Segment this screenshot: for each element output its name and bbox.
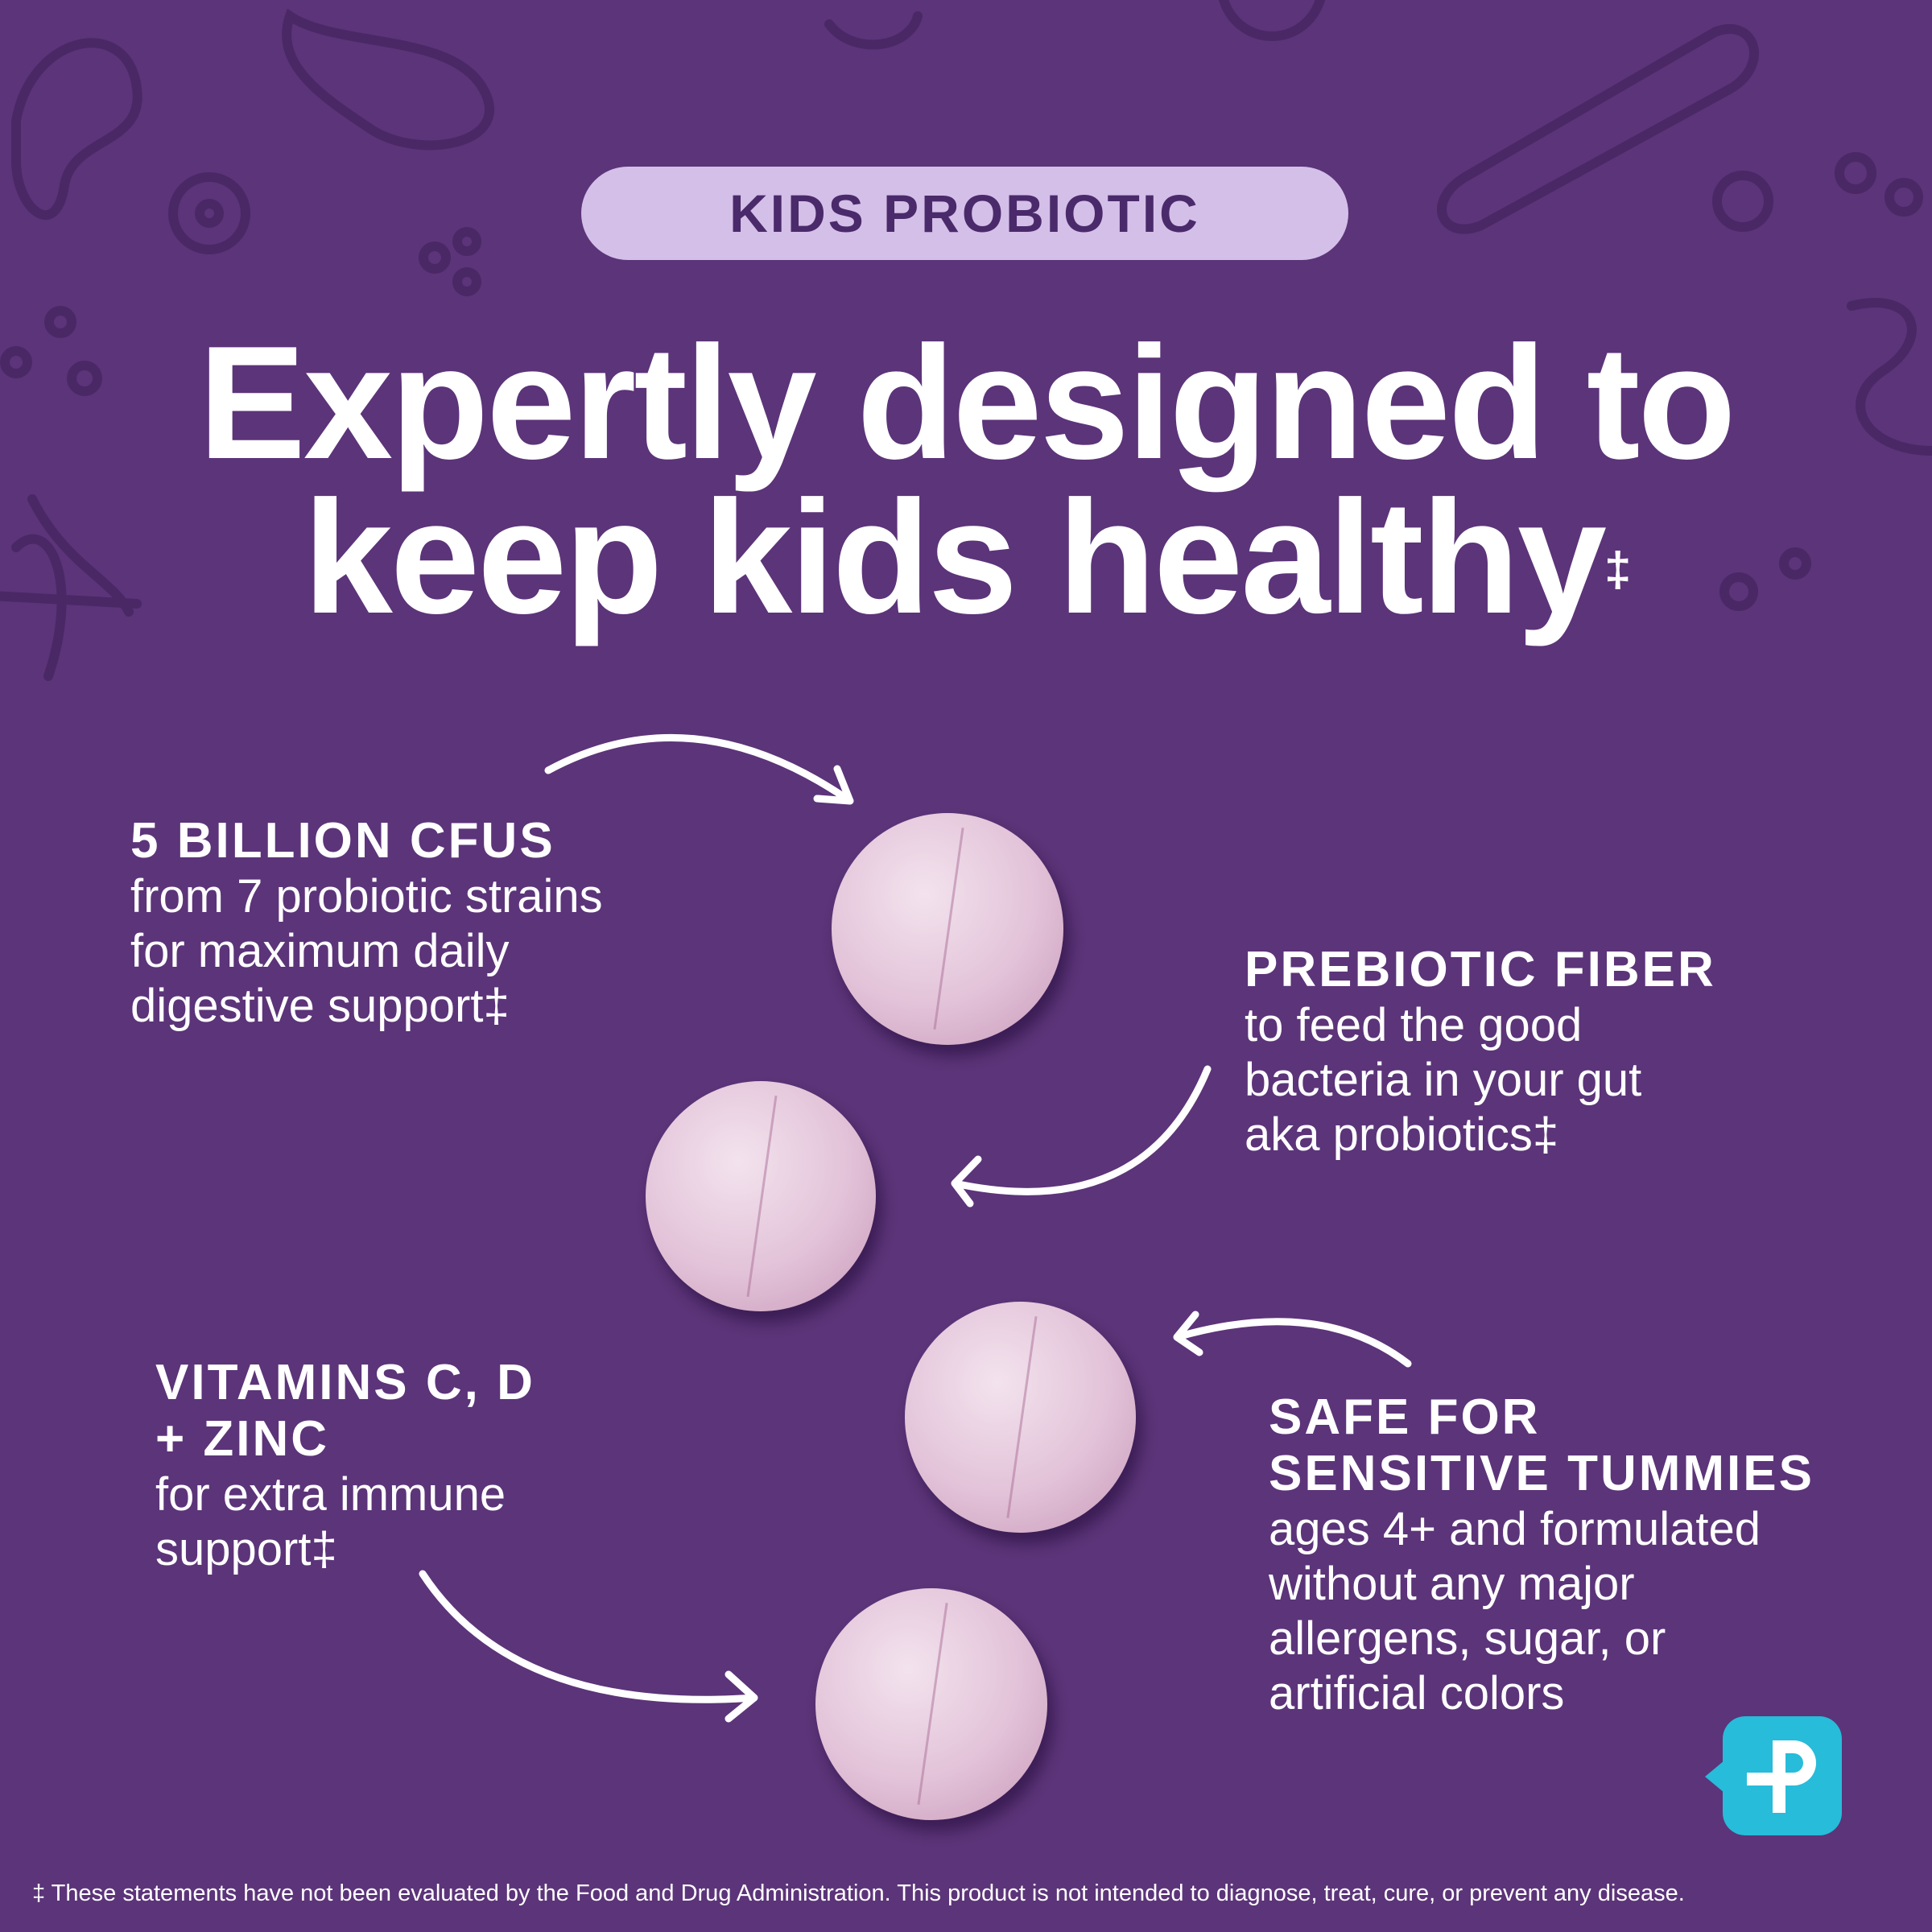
- headline-line-2-text: keep kids healthy: [303, 468, 1607, 647]
- feature-title: 5 BILLION CFUS: [130, 813, 555, 869]
- arrow-icon: [544, 733, 854, 805]
- feature-body: aka probiotics‡: [1245, 1108, 1559, 1161]
- feature-title: SENSITIVE TUMMIES: [1269, 1446, 1814, 1501]
- feature-body: without any major: [1269, 1558, 1635, 1610]
- tablet-image: [832, 813, 1063, 1045]
- feature-body: bacteria in your gut: [1245, 1054, 1642, 1106]
- feature-vitamins: VITAMINS C, D + ZINC for extra immune su…: [155, 1355, 535, 1577]
- headline: Expertly designed to keep kids healthy‡: [0, 313, 1932, 638]
- feature-body: digestive support‡: [130, 980, 510, 1032]
- headline-line-2: keep kids healthy‡: [0, 477, 1932, 638]
- tablet-image: [905, 1302, 1136, 1533]
- feature-cfus: 5 BILLION CFUS from 7 probiotic strains …: [130, 813, 603, 1034]
- feature-title: VITAMINS C, D: [155, 1355, 535, 1410]
- footnote-mark: ‡: [1604, 543, 1631, 597]
- feature-sensitive-tummies: SAFE FOR SENSITIVE TUMMIES ages 4+ and f…: [1269, 1389, 1814, 1721]
- feature-title: + ZINC: [155, 1411, 330, 1467]
- headline-line-1: Expertly designed to: [198, 313, 1736, 493]
- feature-body: support‡: [155, 1523, 337, 1575]
- feature-body: artificial colors: [1269, 1667, 1565, 1719]
- feature-title: PREBIOTIC FIBER: [1245, 942, 1716, 997]
- arrow-icon: [951, 1065, 1212, 1208]
- tablet-image: [646, 1081, 876, 1311]
- fda-disclaimer: ‡ These statements have not been evaluat…: [32, 1880, 1685, 1906]
- badge-label: KIDS PROBIOTIC: [729, 184, 1200, 243]
- tablet-image: [815, 1588, 1047, 1820]
- brand-logo: [1705, 1716, 1842, 1835]
- feature-body: to feed the good: [1245, 999, 1583, 1051]
- arrow-icon: [1173, 1311, 1412, 1368]
- arrow-icon: [419, 1570, 758, 1723]
- feature-body: for maximum daily: [130, 925, 510, 977]
- feature-body: for extra immune: [155, 1468, 506, 1521]
- p-cross-icon: [1747, 1740, 1816, 1813]
- feature-body: ages 4+ and formulated: [1269, 1503, 1761, 1555]
- feature-body: allergens, sugar, or: [1269, 1612, 1666, 1665]
- feature-body: from 7 probiotic strains: [130, 870, 603, 923]
- kids-probiotic-badge: KIDS PROBIOTIC: [581, 167, 1348, 260]
- feature-title: SAFE FOR: [1269, 1389, 1541, 1445]
- feature-prebiotic-fiber: PREBIOTIC FIBER to feed the good bacteri…: [1245, 942, 1716, 1162]
